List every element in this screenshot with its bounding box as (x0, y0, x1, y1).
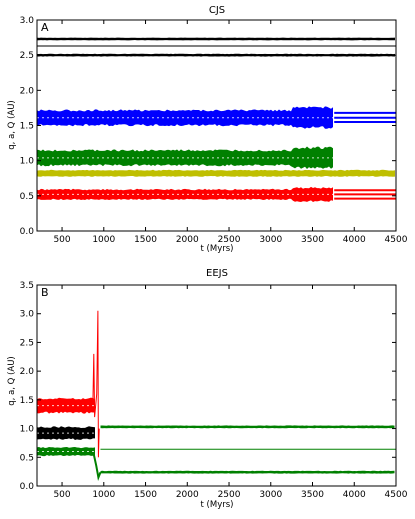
ytick-label-a-5: 2.5 (20, 51, 34, 61)
panel-label-a: A (41, 21, 49, 34)
xtick-label-a-1: 1000 (92, 235, 115, 245)
ytick-label-b-7: 3.5 (20, 281, 34, 291)
xtick-label-b-2: 1500 (134, 490, 157, 500)
ytick-label-a-1: 0.5 (20, 192, 34, 202)
series-b (37, 310, 396, 481)
xtick-label-b-6: 3500 (301, 490, 324, 500)
ytick-label-a-2: 1.0 (20, 157, 35, 167)
xtick-label-b-0: 500 (53, 490, 70, 500)
xtick-label-b-4: 2500 (218, 490, 241, 500)
xtick-label-a-0: 500 (53, 235, 70, 245)
ticks-b: 500 1000 1500 2000 2500 3000 3500 4000 4500 0.0 0.… (20, 281, 408, 500)
xtick-label-b-8: 4500 (385, 490, 408, 500)
xtick-label-b-5: 3000 (259, 490, 282, 500)
xtick-label-a-8: 4500 (385, 235, 408, 245)
ticks-a: 500 1000 1500 2000 2500 3000 3500 4000 4500 0.0 0.… (20, 16, 408, 245)
series-b-red-spike (92, 310, 100, 458)
series-a-3 (37, 106, 333, 129)
series-a-6 (37, 186, 333, 202)
panel-a: CJS q, a, Q (AU) t (Myrs) 500 1000 1500 200… (7, 5, 408, 254)
axes-frame-b (36, 284, 397, 487)
xlabel-a: t (Myrs) (201, 244, 234, 254)
xlabel-b: t (Myrs) (201, 500, 234, 510)
xtick-label-a-3: 2000 (176, 235, 199, 245)
ytick-label-a-0: 0.0 (20, 227, 35, 237)
ytick-label-b-3: 1.5 (20, 396, 34, 406)
title-a: CJS (209, 5, 225, 16)
ytick-label-b-0: 0.0 (20, 482, 35, 492)
series-b-5 (100, 470, 395, 474)
ytick-label-b-2: 1.0 (20, 425, 35, 435)
xtick-label-a-5: 3000 (259, 235, 282, 245)
ytick-label-b-5: 2.5 (20, 338, 34, 348)
ytick-label-b-4: 2.0 (20, 367, 35, 377)
series-a (37, 37, 396, 202)
series-a-4 (37, 146, 333, 169)
series-b-3 (100, 425, 395, 429)
xtick-label-b-1: 1000 (92, 490, 115, 500)
ytick-label-a-4: 2.0 (20, 86, 35, 96)
xtick-label-a-2: 1500 (134, 235, 157, 245)
series-a-5 (37, 169, 395, 177)
panel-b: EEJS q, a, Q (AU) t (Myrs) 500 1000 1500 20… (7, 268, 408, 510)
series-b-0 (37, 397, 95, 414)
ytick-label-a-3: 1.5 (20, 122, 34, 132)
series-b-green-drop (92, 454, 102, 481)
ylabel-b: q, a, Q (AU) (7, 356, 17, 405)
xtick-label-a-4: 2500 (218, 235, 241, 245)
xtick-label-a-6: 3500 (301, 235, 324, 245)
series-a-0 (37, 37, 395, 41)
xtick-label-b-3: 2000 (176, 490, 199, 500)
ytick-label-b-6: 3.0 (20, 310, 35, 320)
xtick-label-b-7: 4000 (343, 490, 366, 500)
series-a-2 (37, 53, 395, 57)
xtick-label-a-7: 4000 (343, 235, 366, 245)
panel-label-b: B (41, 286, 49, 299)
title-b: EEJS (206, 268, 228, 279)
ylabel-a: q, a, Q (AU) (7, 100, 17, 149)
axes-frame-a (36, 19, 397, 232)
series-b-2 (37, 447, 95, 457)
series-b-1 (37, 426, 95, 440)
ytick-label-b-1: 0.5 (20, 453, 34, 463)
ytick-label-a-6: 3.0 (20, 16, 35, 26)
